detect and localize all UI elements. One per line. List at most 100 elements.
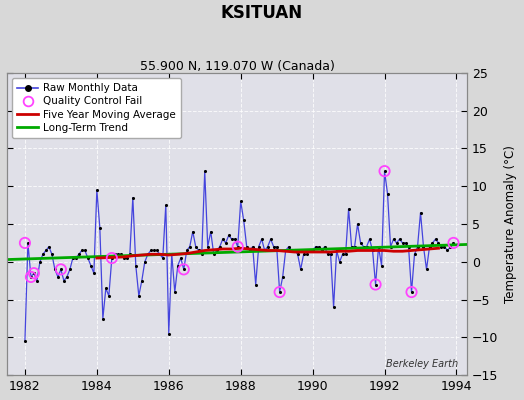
Point [135, 293, 143, 299]
Point [102, 285, 110, 292]
Point [278, 274, 287, 280]
Point [156, 251, 164, 258]
Point [114, 251, 122, 258]
Point [257, 236, 266, 242]
Point [302, 251, 311, 258]
Point [81, 247, 89, 254]
Point [213, 247, 221, 254]
Point [422, 266, 431, 272]
Point [272, 244, 281, 250]
Point [206, 228, 215, 235]
Point [36, 259, 44, 265]
Point [224, 232, 233, 238]
Point [288, 247, 296, 254]
Point [90, 270, 98, 276]
Point [69, 255, 77, 261]
Point [309, 247, 317, 254]
Point [353, 221, 362, 227]
Point [269, 244, 278, 250]
Point [330, 304, 338, 310]
Point [419, 244, 428, 250]
Point [32, 278, 41, 284]
Point [231, 236, 239, 242]
Point [392, 240, 401, 246]
Point [222, 240, 230, 246]
Point [180, 266, 188, 272]
Point [255, 244, 263, 250]
Point [365, 236, 374, 242]
Point [311, 244, 320, 250]
Point [428, 240, 436, 246]
Point [293, 251, 302, 258]
Point [285, 244, 293, 250]
Point [60, 278, 68, 284]
Point [123, 255, 131, 261]
Point [96, 225, 104, 231]
Point [407, 289, 416, 295]
Point [194, 247, 203, 254]
Point [276, 289, 284, 295]
Point [159, 255, 167, 261]
Point [236, 198, 245, 204]
Point [107, 255, 116, 261]
Point [431, 236, 440, 242]
Point [438, 244, 446, 250]
Point [314, 244, 323, 250]
Point [111, 251, 119, 258]
Point [182, 247, 191, 254]
Point [386, 244, 395, 250]
Point [384, 191, 392, 197]
Point [267, 236, 275, 242]
Text: KSITUAN: KSITUAN [221, 4, 303, 22]
Point [128, 194, 137, 201]
Point [30, 270, 38, 276]
Point [57, 266, 65, 272]
Point [401, 240, 410, 246]
Point [63, 274, 71, 280]
Point [374, 244, 383, 250]
Point [356, 240, 365, 246]
Point [446, 244, 455, 250]
Point [395, 236, 403, 242]
Point [380, 168, 389, 174]
Point [377, 262, 386, 269]
Point [243, 244, 251, 250]
Point [339, 251, 347, 258]
Point [21, 240, 29, 246]
Point [201, 168, 209, 174]
Y-axis label: Temperature Anomaly (°C): Temperature Anomaly (°C) [504, 145, 517, 303]
Point [281, 247, 290, 254]
Point [27, 274, 35, 280]
Legend: Raw Monthly Data, Quality Control Fail, Five Year Moving Average, Long-Term Tren: Raw Monthly Data, Quality Control Fail, … [12, 78, 181, 138]
Point [413, 244, 422, 250]
Point [147, 247, 155, 254]
Point [440, 244, 449, 250]
Point [86, 262, 95, 269]
Point [368, 247, 377, 254]
Point [105, 293, 113, 299]
Point [363, 244, 371, 250]
Point [171, 289, 179, 295]
Point [149, 247, 158, 254]
Point [425, 244, 434, 250]
Point [117, 251, 125, 258]
Point [173, 262, 182, 269]
Point [260, 247, 269, 254]
Point [152, 247, 161, 254]
Point [107, 255, 116, 261]
Point [72, 255, 80, 261]
Point [51, 266, 59, 272]
Point [299, 251, 308, 258]
Point [305, 247, 314, 254]
Point [290, 247, 299, 254]
Point [39, 251, 47, 258]
Point [449, 240, 457, 246]
Point [168, 251, 176, 258]
Point [344, 206, 353, 212]
Point [434, 240, 443, 246]
Point [326, 251, 335, 258]
Point [138, 278, 146, 284]
Point [177, 255, 185, 261]
Point [219, 236, 227, 242]
Point [405, 244, 413, 250]
